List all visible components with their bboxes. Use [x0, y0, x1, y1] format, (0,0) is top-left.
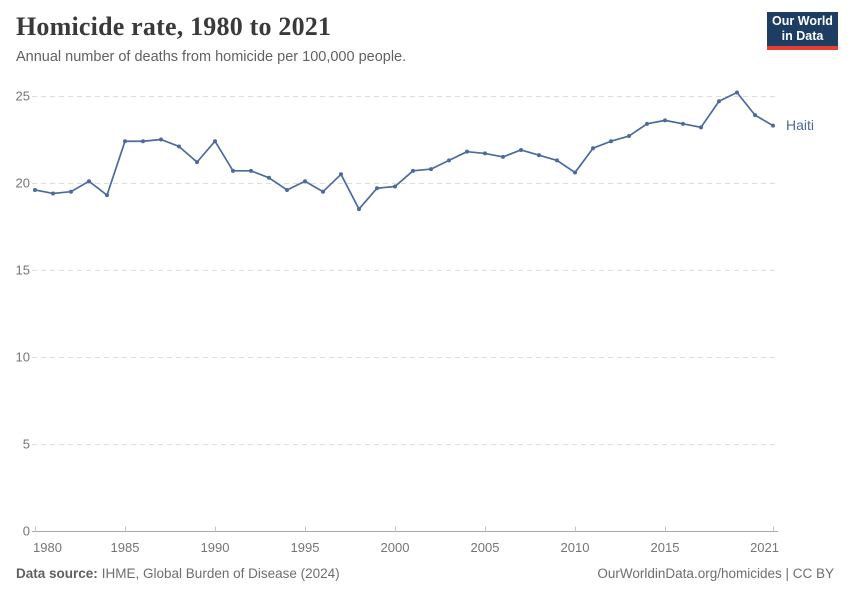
data-point-marker	[231, 168, 235, 173]
x-tick-label: 1990	[201, 540, 230, 555]
data-point-marker	[501, 154, 505, 159]
data-point-marker	[195, 160, 199, 165]
chart-footer: Data source: IHME, Global Burden of Disea…	[16, 566, 834, 581]
data-point-marker	[411, 168, 415, 173]
x-tick-label: 2015	[651, 540, 680, 555]
data-line	[34, 91, 774, 210]
y-tick-label: 10	[16, 350, 30, 365]
data-point-marker	[483, 151, 487, 156]
data-point-marker	[249, 168, 253, 173]
data-point-marker	[771, 123, 775, 128]
data-point-marker	[321, 189, 325, 194]
data-point-marker	[87, 179, 91, 184]
y-tick-label: 20	[16, 176, 30, 191]
data-point-marker	[51, 191, 55, 196]
x-tick-label: 1980	[33, 540, 62, 555]
data-point-marker	[303, 179, 307, 184]
x-tick-label: 1995	[291, 540, 320, 555]
data-point-marker	[159, 137, 163, 142]
data-point-marker	[537, 153, 541, 158]
x-tick-label: 2021	[750, 540, 779, 555]
y-tick-label: 0	[23, 524, 30, 539]
data-point-marker	[447, 158, 451, 163]
data-source-label: Data source:	[16, 566, 98, 581]
data-point-marker	[717, 99, 721, 104]
data-source-note: Data source: IHME, Global Burden of Disea…	[16, 566, 340, 581]
data-point-marker	[69, 189, 73, 194]
y-tick-label: 5	[23, 437, 30, 452]
data-point-marker	[105, 193, 109, 198]
data-point-marker	[609, 139, 613, 144]
data-point-marker	[33, 187, 37, 192]
data-point-marker	[663, 118, 667, 123]
data-point-marker	[267, 175, 271, 180]
data-point-marker	[357, 207, 361, 212]
data-point-marker	[393, 184, 397, 189]
data-point-marker	[573, 170, 577, 175]
series-end-label: Haiti	[786, 117, 814, 133]
data-point-marker	[339, 172, 343, 177]
owid-logo-line1: Our World	[772, 14, 833, 28]
owid-logo[interactable]: Our World in Data	[767, 12, 838, 50]
citation-link[interactable]: OurWorldinData.org/homicides | CC BY	[597, 566, 834, 581]
data-point-marker	[591, 146, 595, 151]
x-tick-label: 1985	[111, 540, 140, 555]
data-point-marker	[177, 144, 181, 149]
page-subtitle: Annual number of deaths from homicide pe…	[16, 49, 407, 65]
chart-header: Homicide rate, 1980 to 2021 Annual numbe…	[16, 12, 838, 66]
data-point-marker	[753, 113, 757, 118]
data-point-marker	[645, 121, 649, 126]
data-point-marker	[627, 134, 631, 139]
owid-logo-line2: in Data	[781, 29, 824, 43]
data-point-marker	[735, 90, 739, 95]
data-point-marker	[519, 147, 523, 152]
data-point-marker	[429, 167, 433, 172]
data-point-marker	[555, 158, 559, 163]
data-point-marker	[213, 139, 217, 144]
data-point-marker	[681, 121, 685, 126]
data-source-text: IHME, Global Burden of Disease (2024)	[101, 566, 340, 581]
y-tick-label: 15	[16, 263, 30, 278]
data-point-marker	[285, 187, 289, 192]
x-tick-label: 2010	[561, 540, 590, 555]
page-title: Homicide rate, 1980 to 2021	[16, 12, 332, 41]
data-point-marker	[123, 139, 127, 144]
data-point-marker	[141, 139, 145, 144]
x-tick-label: 2005	[471, 540, 500, 555]
x-tick-label: 2000	[381, 540, 410, 555]
data-point-marker	[465, 149, 469, 154]
data-point-marker	[699, 125, 703, 130]
y-tick-label: 25	[16, 89, 30, 104]
data-point-marker	[375, 186, 379, 191]
